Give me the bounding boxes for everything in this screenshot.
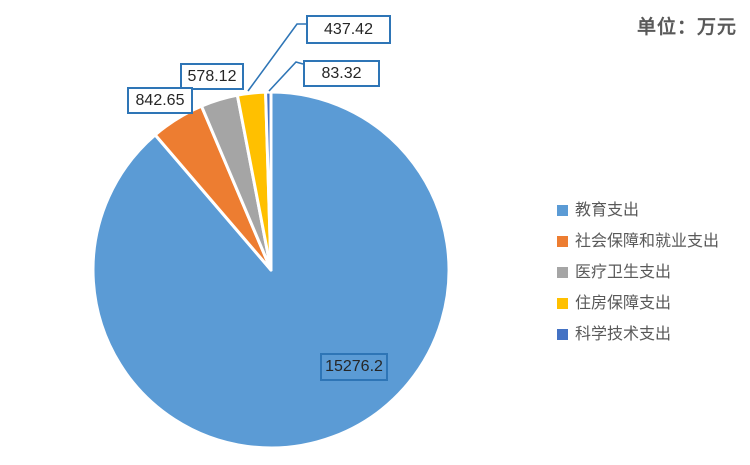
data-label-value: 437.42 [324, 20, 373, 38]
data-label-callout-housing-security[interactable]: 437.42 [306, 15, 391, 44]
leader-line-science-technology [268, 61, 304, 92]
legend: 教育支出社会保障和就业支出 医疗卫生支出 住房保障支出 科学技术支出 [557, 195, 719, 350]
data-label-callout-social-security-employment[interactable]: 842.65 [127, 87, 193, 114]
data-label-value: 842.65 [135, 91, 185, 109]
unit-label: 单位：万元 [636, 17, 737, 38]
legend-item-science-technology[interactable]: 科学技术支出 [557, 319, 719, 350]
data-label-callout-science-technology[interactable]: 83.32 [303, 60, 380, 87]
pie-slice-science-technology[interactable] [264, 90, 273, 272]
legend-item-medical-health[interactable]: 医疗卫生支出 [557, 257, 719, 288]
legend-item-education[interactable]: 教育支出 [557, 195, 719, 226]
legend-item-social-security-employment[interactable]: 社会保障和就业支出 [557, 226, 719, 257]
data-label-value: 15276.2 [325, 358, 383, 375]
leader-line-housing-security [247, 23, 306, 92]
legend-label: 社会保障和就业支出 [575, 232, 720, 250]
legend-label: 教育支出 [575, 201, 640, 219]
legend-marker-icon [557, 298, 568, 309]
legend-marker-icon [557, 267, 568, 278]
data-label-callout-medical-health[interactable]: 578.12 [180, 63, 244, 90]
legend-item-housing-security[interactable]: 住房保障支出 [557, 288, 719, 319]
data-label-value: 578.12 [187, 67, 237, 85]
data-label-value: 83.32 [321, 64, 362, 82]
data-label-callout-education[interactable]: 15276.2 [320, 353, 388, 381]
legend-marker-icon [557, 205, 568, 216]
legend-marker-icon [557, 329, 568, 340]
legend-label: 科学技术支出 [575, 325, 672, 343]
legend-label: 住房保障支出 [575, 294, 672, 312]
legend-marker-icon [557, 236, 568, 247]
legend-label: 医疗卫生支出 [575, 263, 672, 281]
